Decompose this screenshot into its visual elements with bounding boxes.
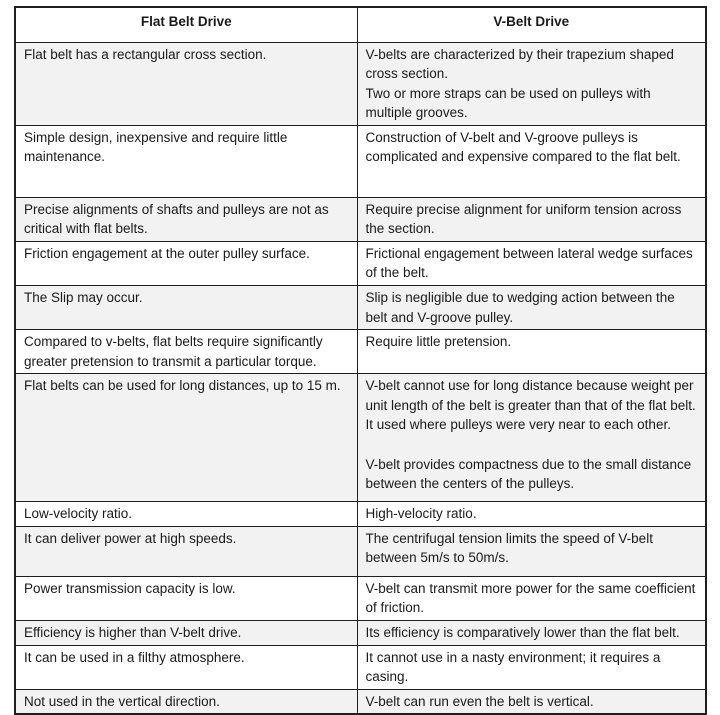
cell-flat-belt: Flat belt has a rectangular cross sectio… [14, 41, 358, 126]
table-row: Low-velocity ratio. High-velocity ratio. [14, 501, 707, 527]
cell-v-belt: Its efficiency is comparatively lower th… [356, 619, 707, 646]
cell-flat-belt: It can deliver power at high speeds. [14, 525, 358, 577]
cell-v-belt: High-velocity ratio. [356, 501, 707, 527]
cell-v-belt: It cannot use in a nasty environment; it… [356, 644, 707, 690]
table-row: Friction engagement at the outer pulley … [14, 240, 707, 287]
table-row: It can deliver power at high speeds. The… [14, 525, 707, 577]
cell-flat-belt: Not used in the vertical direction. [14, 688, 358, 715]
cell-flat-belt: Low-velocity ratio. [14, 501, 358, 527]
cell-flat-belt: Compared to v-belts, flat belts require … [14, 329, 358, 375]
cell-flat-belt: Flat belts can be used for long distance… [14, 373, 358, 503]
cell-v-belt: V-belts are characterized by their trape… [356, 41, 707, 126]
cell-flat-belt: It can be used in a filthy atmosphere. [14, 644, 358, 690]
table-header-row: Flat Belt Drive V-Belt Drive [14, 6, 707, 43]
cell-flat-belt: Friction engagement at the outer pulley … [14, 240, 358, 287]
cell-v-belt: Require precise alignment for uniform te… [356, 196, 707, 242]
cell-v-belt: V-belt cannot use for long distance beca… [356, 373, 707, 503]
table-row: Flat belts can be used for long distance… [14, 373, 707, 503]
cell-v-belt: The centrifugal tension limits the speed… [356, 525, 707, 577]
cell-flat-belt: Power transmission capacity is low. [14, 575, 358, 621]
cell-v-belt: Require little pretension. [356, 329, 707, 375]
cell-flat-belt: The Slip may occur. [14, 284, 358, 331]
column-header-flat-belt-drive: Flat Belt Drive [14, 6, 358, 43]
cell-v-belt: V-belt can transmit more power for the s… [356, 575, 707, 621]
cell-v-belt: Construction of V-belt and V-groove pull… [356, 124, 707, 198]
cell-v-belt: Frictional engagement between lateral we… [356, 240, 707, 287]
table-row: Flat belt has a rectangular cross sectio… [14, 41, 707, 126]
cell-flat-belt: Precise alignments of shafts and pulleys… [14, 196, 358, 242]
table-row: Power transmission capacity is low. V-be… [14, 575, 707, 621]
table-row: Efficiency is higher than V-belt drive. … [14, 619, 707, 646]
table-row: Compared to v-belts, flat belts require … [14, 329, 707, 375]
page: Flat Belt Drive V-Belt Drive Flat belt h… [14, 6, 707, 715]
table-row: It can be used in a filthy atmosphere. I… [14, 644, 707, 690]
belt-comparison-table: Flat Belt Drive V-Belt Drive Flat belt h… [14, 6, 707, 715]
table-row: Simple design, inexpensive and require l… [14, 124, 707, 198]
table-row: The Slip may occur. Slip is negligible d… [14, 284, 707, 331]
table-row: Precise alignments of shafts and pulleys… [14, 196, 707, 242]
cell-v-belt: Slip is negligible due to wedging action… [356, 284, 707, 331]
table-row: Not used in the vertical direction. V-be… [14, 688, 707, 715]
column-header-v-belt-drive: V-Belt Drive [356, 6, 707, 43]
cell-v-belt: V-belt can run even the belt is vertical… [356, 688, 707, 715]
cell-flat-belt: Simple design, inexpensive and require l… [14, 124, 358, 198]
cell-flat-belt: Efficiency is higher than V-belt drive. [14, 619, 358, 646]
